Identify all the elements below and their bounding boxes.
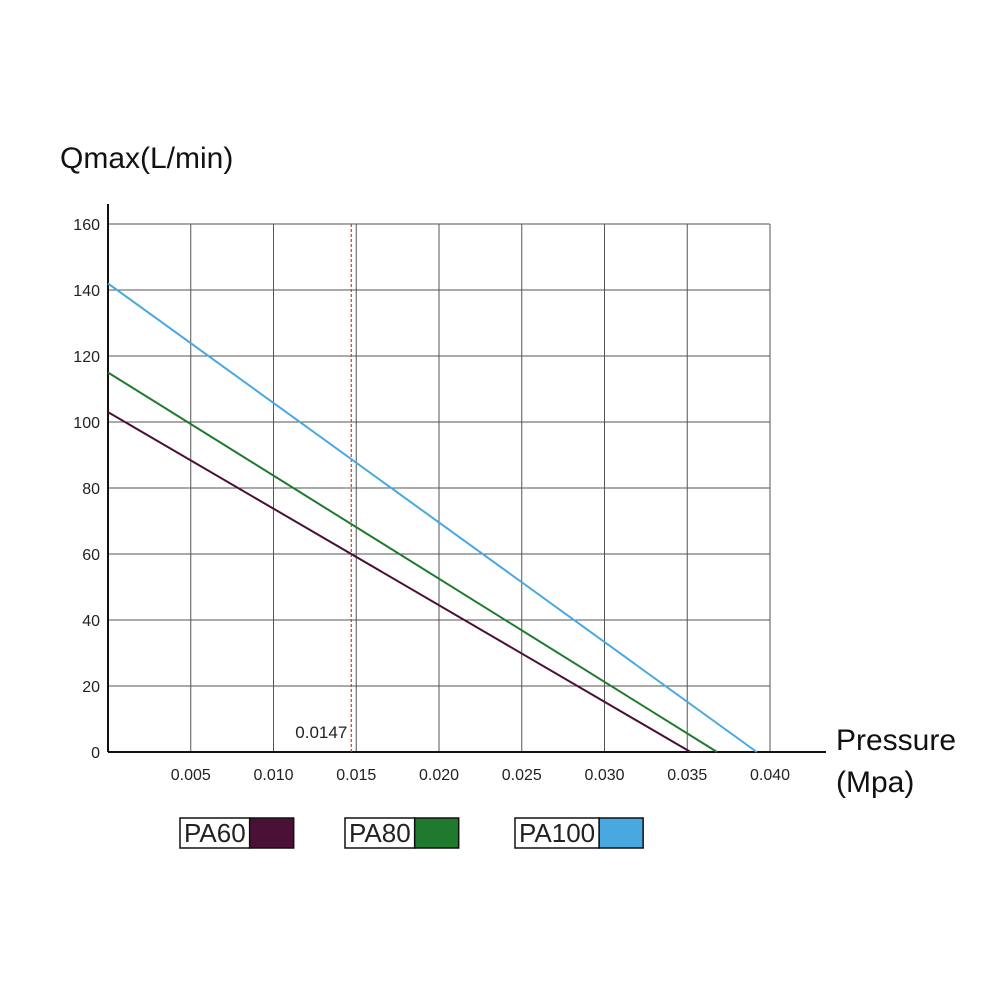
y-tick-label: 40: [82, 613, 100, 630]
legend-swatch: [413, 817, 460, 849]
y-tick-label: 140: [73, 283, 100, 300]
axes: [107, 204, 826, 753]
legend-label: PA100: [519, 818, 595, 848]
y-tick-label: 60: [82, 547, 100, 564]
tick-labels: 0 20 40 60 80 100 120 140 160 0.005 0.010 0.015 0.02…: [73, 217, 790, 784]
y-tick-label: 120: [73, 349, 100, 366]
grid: [108, 223, 771, 752]
reference-line-label: 0.0147: [295, 723, 347, 742]
x-tick-label: 0.020: [419, 767, 459, 784]
y-tick-label: 100: [73, 415, 100, 432]
series-group: [107, 282, 758, 753]
y-tick-label: 80: [82, 481, 100, 498]
y-tick-label: 160: [73, 217, 100, 234]
legend: PA60 PA80 PA100: [179, 817, 644, 849]
series-line-pa100: [107, 282, 758, 753]
series-line-pa60: [107, 411, 692, 753]
x-tick-label: 0.010: [253, 767, 293, 784]
x-tick-label: 0.035: [667, 767, 707, 784]
y-tick-label: 0: [91, 745, 100, 762]
legend-label: PA80: [349, 818, 411, 848]
legend-swatch: [248, 817, 295, 849]
x-tick-label: 0.015: [336, 767, 376, 784]
x-tick-label: 0.040: [750, 767, 790, 784]
legend-item-pa80: PA80: [344, 817, 460, 849]
legend-item-pa60: PA60: [179, 817, 295, 849]
reference-line-group: 0.0147: [295, 224, 352, 752]
y-axis-title: Qmax(L/min): [60, 142, 233, 175]
legend-item-pa100: PA100: [514, 817, 644, 849]
legend-label: PA60: [184, 818, 246, 848]
x-tick-label: 0.025: [502, 767, 542, 784]
x-axis-title-line2: (Mpa): [836, 766, 914, 799]
x-tick-label: 0.030: [584, 767, 624, 784]
legend-swatch: [598, 817, 644, 849]
y-tick-label: 20: [82, 679, 100, 696]
x-tick-label: 0.005: [171, 767, 211, 784]
x-axis-title-line1: Pressure: [836, 724, 956, 757]
series-line-pa80: [107, 371, 718, 753]
